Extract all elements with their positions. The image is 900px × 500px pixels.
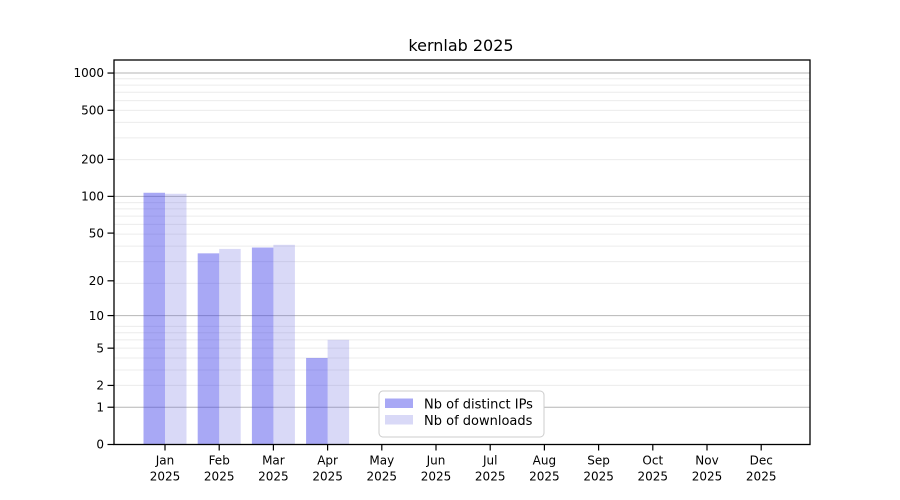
legend-swatch-distinct-ips-icon <box>385 398 413 408</box>
x-tick-label-month: Jun <box>426 454 446 468</box>
legend-label-distinct-ips: Nb of distinct IPs <box>424 398 533 413</box>
y-tick-label: 0 <box>96 438 104 452</box>
x-tick-label-month: Jul <box>482 454 497 468</box>
plot-border <box>113 59 811 446</box>
y-tick-label: 10 <box>89 309 104 323</box>
x-tick-label-month: Sep <box>587 454 610 468</box>
y-tick-label: 1000 <box>73 66 104 80</box>
x-tick-label-year: 2025 <box>475 470 506 484</box>
x-tick-label-year: 2025 <box>529 470 560 484</box>
bar-downloads-jan <box>165 193 187 445</box>
y-tick-label: 5 <box>96 341 104 355</box>
x-tick-label-year: 2025 <box>638 470 669 484</box>
bar-distinct-ips-mar <box>251 247 274 445</box>
y-tick-label: 1 <box>96 400 104 414</box>
axes-layer: 0 1 2 5 10 20 50 100 200 500 1000 Jan 2025 Feb 2025 Mar… <box>73 66 776 483</box>
y-tick-label: 500 <box>81 103 104 117</box>
legend-box <box>378 390 545 438</box>
bar-distinct-ips-apr <box>306 357 328 445</box>
x-tick-label-month: Apr <box>317 454 338 468</box>
x-tick-label-year: 2025 <box>746 470 777 484</box>
bar-downloads-mar <box>273 244 295 445</box>
x-tick-label-month: Oct <box>642 454 663 468</box>
x-tick-label-year: 2025 <box>583 470 614 484</box>
bar-downloads-feb <box>219 248 241 445</box>
bar-distinct-ips-feb <box>197 253 220 445</box>
x-tick-label-year: 2025 <box>150 470 181 484</box>
x-tick-label-month: Aug <box>533 454 556 468</box>
x-tick-label-month: Feb <box>209 454 230 468</box>
bar-downloads-apr <box>327 339 350 445</box>
y-tick-label: 50 <box>89 226 104 240</box>
legend: Nb of distinct IPs Nb of downloads <box>378 390 545 438</box>
x-tick-label-year: 2025 <box>367 470 398 484</box>
chart-title: kernlab 2025 <box>408 36 513 55</box>
x-tick-label-year: 2025 <box>204 470 235 484</box>
y-tick-label: 20 <box>89 274 104 288</box>
x-tick-label-year: 2025 <box>421 470 452 484</box>
gridlines-layer <box>114 72 810 408</box>
legend-swatch-downloads-icon <box>385 415 413 425</box>
x-tick-label-year: 2025 <box>312 470 343 484</box>
y-tick-label: 100 <box>81 190 104 204</box>
x-tick-label-month: Jan <box>155 454 175 468</box>
bars-layer <box>143 192 350 445</box>
y-tick-label: 2 <box>96 379 104 393</box>
legend-label-downloads: Nb of downloads <box>424 414 533 429</box>
x-tick-label-month: Dec <box>750 454 773 468</box>
x-tick-label-month: May <box>369 454 394 468</box>
bar-distinct-ips-jan <box>143 192 165 445</box>
x-tick-label-month: Mar <box>262 454 285 468</box>
x-tick-label-month: Nov <box>695 454 718 468</box>
x-tick-label-year: 2025 <box>258 470 289 484</box>
y-tick-label: 200 <box>81 153 104 167</box>
x-tick-label-year: 2025 <box>692 470 723 484</box>
